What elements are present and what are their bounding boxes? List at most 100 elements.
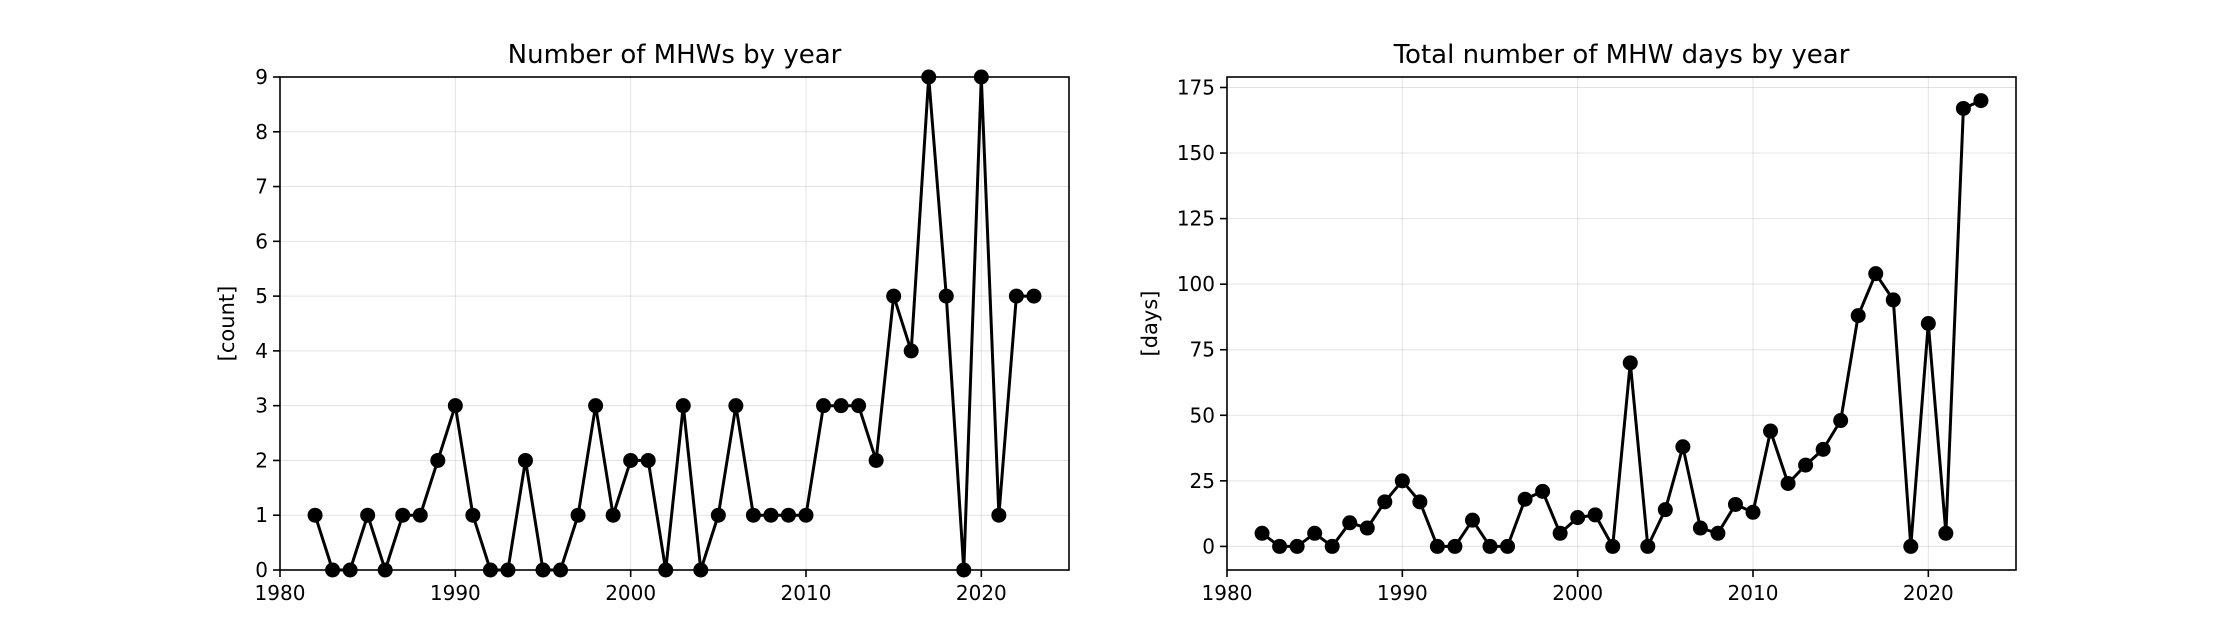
data-point xyxy=(1745,504,1761,520)
data-point xyxy=(675,398,691,414)
x-tick-label: 1990 xyxy=(430,581,481,605)
chart-mhw-count: Number of MHWs by year [count] 1 9 8 0 1990 2… xyxy=(215,40,1070,605)
data-point xyxy=(1324,538,1340,554)
data-point xyxy=(798,507,814,523)
data-point xyxy=(833,398,849,414)
x-tick-label: 1990 xyxy=(1377,581,1428,605)
data-point xyxy=(1342,515,1358,531)
data-point xyxy=(1552,525,1568,541)
x-tick-label: 2000 xyxy=(605,581,656,605)
data-point xyxy=(342,562,358,578)
plot-frame xyxy=(1226,76,2017,571)
data-point xyxy=(1780,475,1796,491)
data-point xyxy=(921,69,937,85)
data-point xyxy=(1359,520,1375,536)
x-tick-label: 2000 xyxy=(1552,581,1603,605)
plot-frame xyxy=(279,76,1070,571)
data-point xyxy=(693,562,709,578)
y-tick-label: 50 xyxy=(1190,403,1215,427)
data-point xyxy=(956,562,972,578)
chart-mhw-days: Total number of MHW days by year [days] … xyxy=(1138,40,2017,605)
data-point xyxy=(605,507,621,523)
data-point xyxy=(1955,100,1971,116)
data-point xyxy=(1692,520,1708,536)
data-point xyxy=(780,507,796,523)
x-tick-label: 2010 xyxy=(781,581,832,605)
data-point xyxy=(763,507,779,523)
series-days xyxy=(1254,93,1989,554)
data-point xyxy=(851,398,867,414)
y-tick-label: 3 xyxy=(255,394,268,418)
data-point xyxy=(1429,538,1445,554)
y-axis-label: [days] xyxy=(1138,291,1162,357)
data-point xyxy=(1464,512,1480,528)
y-tick-label: 2 xyxy=(255,448,268,472)
data-point xyxy=(395,507,411,523)
series-count xyxy=(307,69,1042,578)
data-point xyxy=(1377,494,1393,510)
data-point xyxy=(1570,510,1586,526)
data-point xyxy=(728,398,744,414)
y-tick-label: 8 xyxy=(255,120,268,144)
data-point xyxy=(1885,292,1901,308)
data-point xyxy=(1710,525,1726,541)
data-point xyxy=(1850,308,1866,324)
data-point xyxy=(1482,538,1498,554)
data-point xyxy=(1640,538,1656,554)
data-point xyxy=(465,507,481,523)
data-point xyxy=(570,507,586,523)
data-point xyxy=(1026,288,1042,304)
data-point xyxy=(1535,483,1551,499)
data-point xyxy=(623,452,639,468)
data-point xyxy=(745,507,761,523)
chart-title: Number of MHWs by year xyxy=(508,40,842,70)
data-point xyxy=(1798,457,1814,473)
data-point xyxy=(588,398,604,414)
axis-ticks: 1980 1990 2000 2010 2020 0 25 50 75 100 125 150 175 xyxy=(1177,75,1954,605)
data-point xyxy=(658,562,674,578)
data-point xyxy=(1254,525,1270,541)
x-tick-label: 2020 xyxy=(1903,581,1954,605)
y-tick-label: 100 xyxy=(1177,272,1215,296)
data-point xyxy=(1622,355,1638,371)
data-point xyxy=(938,288,954,304)
data-point xyxy=(973,69,989,85)
data-point xyxy=(640,452,656,468)
data-point xyxy=(816,398,832,414)
y-tick-label: 5 xyxy=(255,284,268,308)
y-tick-label: 150 xyxy=(1177,141,1215,165)
data-point xyxy=(1394,473,1410,489)
axis-ticks: 1980 1990 2000 2010 2020 0 1 2 3 4 5 6 7 8 9 xyxy=(255,65,1007,605)
data-point xyxy=(535,562,551,578)
data-point xyxy=(1657,502,1673,518)
y-axis-label: [count] xyxy=(215,286,239,362)
data-point xyxy=(517,452,533,468)
y-tick-label: 6 xyxy=(255,229,268,253)
data-point xyxy=(710,507,726,523)
data-point xyxy=(1500,538,1516,554)
x-tick-label: 1980 xyxy=(1202,581,1253,605)
data-point xyxy=(1868,266,1884,282)
data-point xyxy=(1517,491,1533,507)
data-point xyxy=(991,507,1007,523)
x-tick-label: 2010 xyxy=(1728,581,1779,605)
y-tick-label: 1 xyxy=(255,503,268,527)
y-tick-label: 0 xyxy=(255,558,268,582)
data-point xyxy=(1447,538,1463,554)
data-point xyxy=(1763,423,1779,439)
data-point xyxy=(1412,494,1428,510)
gridlines xyxy=(1226,77,2016,570)
data-point xyxy=(1903,538,1919,554)
data-point xyxy=(1833,413,1849,429)
chart-title: Total number of MHW days by year xyxy=(1393,40,1850,70)
y-tick-label: 9 xyxy=(255,65,268,89)
data-point xyxy=(1675,439,1691,455)
data-point xyxy=(430,452,446,468)
data-point xyxy=(307,507,323,523)
data-point xyxy=(412,507,428,523)
data-point xyxy=(1938,525,1954,541)
data-point xyxy=(1272,538,1288,554)
data-point xyxy=(868,452,884,468)
y-tick-label: 125 xyxy=(1177,207,1215,231)
